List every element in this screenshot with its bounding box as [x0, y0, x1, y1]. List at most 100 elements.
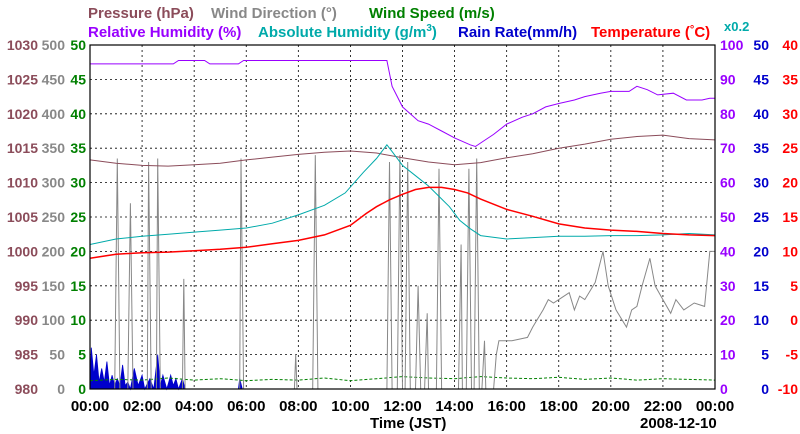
temperature-tick-label: 25	[782, 140, 798, 156]
grid	[90, 45, 715, 389]
wind-speed-tick-label: 5	[78, 347, 86, 363]
temperature-tick-label: -10	[778, 381, 798, 397]
rain-rate-tick-label: 40	[753, 106, 769, 122]
wind-speed-tick-label: 45	[70, 71, 86, 87]
wind-speed-tick-label: 40	[70, 106, 86, 122]
plot-frame	[89, 44, 716, 390]
temperature-tick-label: 10	[782, 243, 798, 259]
pressure-tick-label: 1020	[7, 106, 38, 122]
wind-speed-tick-label: 10	[70, 312, 86, 328]
time-tick-label: 20:00	[592, 398, 630, 415]
pressure-tick-label: 1030	[7, 37, 38, 53]
relative-humidity-tick-label: 50	[720, 209, 736, 225]
pressure-tick-label: 1005	[7, 209, 38, 225]
relative-humidity-tick-label: 70	[720, 140, 736, 156]
relative-humidity-tick-label: 100	[720, 37, 744, 53]
time-tick-label: 16:00	[487, 398, 525, 415]
legend-pressure: Pressure (hPa)	[88, 5, 194, 22]
relative-humidity-tick-label: 40	[720, 243, 736, 259]
rain-rate-tick-label: 5	[761, 347, 769, 363]
pressure-tick-label: 990	[15, 312, 39, 328]
pressure-axis: 1030 1025 1020 1015 1010 1005 1000 995 990 985 980	[7, 37, 38, 397]
rain-rate-tick-label: 10	[753, 312, 769, 328]
relative-humidity-tick-label: 60	[720, 175, 736, 191]
wind-speed-tick-label: 50	[70, 37, 86, 53]
pressure-tick-label: 985	[15, 347, 39, 363]
wind-direction-tick-label: 200	[42, 243, 66, 259]
temperature-tick-label: 40	[782, 37, 798, 53]
time-tick-label: 02:00	[123, 398, 161, 415]
rain-rate-tick-label: 0	[761, 381, 769, 397]
time-tick-label: 06:00	[227, 398, 265, 415]
wind-speed-tick-label: 35	[70, 140, 86, 156]
time-tick-label: 12:00	[383, 398, 421, 415]
time-tick-label: 04:00	[175, 398, 213, 415]
wind-speed-tick-label: 25	[70, 209, 86, 225]
wind-direction-tick-label: 250	[42, 209, 66, 225]
temperature-tick-label: 20	[782, 175, 798, 191]
legend-absolute-humidity: Absolute Humidity (g/m3)	[258, 23, 437, 41]
chart-date: 2008-12-10	[640, 415, 717, 432]
temperature-tick-label: 35	[782, 71, 798, 87]
time-tick-label: 00:00	[71, 398, 109, 415]
pressure-series	[89, 134, 716, 167]
legend-wind-direction: Wind Direction (°)	[211, 5, 337, 22]
temperature-tick-label: 15	[782, 209, 798, 225]
wind-speed-tick-label: 15	[70, 278, 86, 294]
time-tick-label: 08:00	[279, 398, 317, 415]
wind-direction-tick-label: 400	[42, 106, 66, 122]
legend-relative-humidity: Relative Humidity (%)	[88, 24, 241, 41]
temperature-tick-label: 0	[790, 312, 798, 328]
relative-humidity-tick-label: 80	[720, 106, 736, 122]
wind-direction-tick-label: 350	[42, 140, 66, 156]
wind-direction-tick-label: 100	[42, 312, 66, 328]
legend-wind-speed: Wind Speed (m/s)	[369, 5, 495, 22]
rain-rate-tick-label: 50	[753, 37, 769, 53]
pressure-tick-label: 995	[15, 278, 39, 294]
time-tick-label: 14:00	[435, 398, 473, 415]
wind-speed-tick-label: 0	[78, 381, 86, 397]
pressure-tick-label: 1010	[7, 175, 38, 191]
time-axis: 00:00 02:00 04:00 06:00 08:00 10:00 12:00 14:00…	[71, 398, 734, 415]
time-tick-label: 00:00	[696, 398, 734, 415]
absolute-humidity-x0-2-series	[89, 143, 716, 245]
x-axis-label: Time (JST)	[370, 415, 446, 432]
pressure-tick-label: 1000	[7, 243, 38, 259]
relative-humidity-tick-label: 90	[720, 71, 736, 87]
wind-direction-tick-label: 300	[42, 175, 66, 191]
relative-humidity-tick-label: 10	[720, 347, 736, 363]
temperature-tick-label: 30	[782, 106, 798, 122]
temperature-tick-label: 5	[790, 278, 798, 294]
temperature-series	[89, 186, 716, 260]
relative-humidity-series	[90, 60, 715, 148]
wind-direction-tick-label: 500	[42, 37, 66, 53]
rain-rate-tick-label: 30	[753, 175, 769, 191]
relative-humidity-tick-label: 0	[720, 381, 728, 397]
temperature-tick-label: -5	[786, 347, 799, 363]
time-tick-label: 18:00	[540, 398, 578, 415]
pressure-tick-label: 980	[15, 381, 39, 397]
time-tick-label: 10:00	[331, 398, 369, 415]
rain-rate-tick-label: 45	[753, 71, 769, 87]
relative-humidity-tick-label: 30	[720, 278, 736, 294]
legend-scale-note: x0.2	[724, 19, 749, 34]
wind-speed-series	[89, 376, 716, 382]
wind-speed-tick-label: 20	[70, 243, 86, 259]
pressure-tick-label: 1015	[7, 140, 38, 156]
temperature-axis: 40 35 30 25 20 15 10 5 0 -5 -10	[778, 37, 798, 397]
wind-direction-tick-label: 50	[49, 347, 65, 363]
rain-rate-tick-label: 25	[753, 209, 769, 225]
rain-rate-tick-label: 15	[753, 278, 769, 294]
wind-direction-tick-label: 150	[42, 278, 66, 294]
legend-temperature: Temperature (°C)	[591, 24, 710, 41]
wind-direction-tick-label: 450	[42, 71, 66, 87]
legend-rain-rate: Rain Rate(mm/h)	[458, 24, 577, 41]
relative-humidity-tick-label: 20	[720, 312, 736, 328]
rain-rate-tick-label: 35	[753, 140, 769, 156]
rain-rate-tick-label: 20	[753, 243, 769, 259]
